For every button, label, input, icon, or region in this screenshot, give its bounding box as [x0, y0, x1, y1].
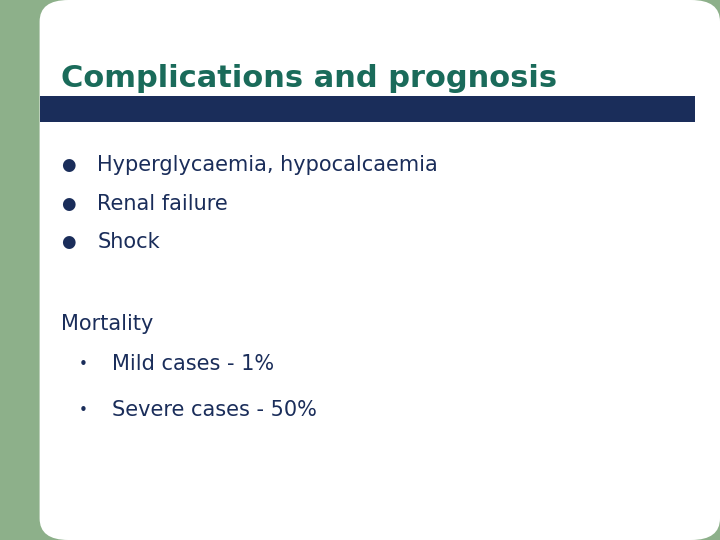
Text: Hyperglycaemia, hypocalcaemia: Hyperglycaemia, hypocalcaemia	[97, 154, 438, 175]
Text: Severe cases - 50%: Severe cases - 50%	[112, 400, 317, 421]
Text: •: •	[78, 403, 87, 418]
Text: Mild cases - 1%: Mild cases - 1%	[112, 354, 274, 375]
Text: •: •	[78, 357, 87, 372]
Bar	[40, 96, 695, 122]
Text: ●: ●	[61, 156, 76, 174]
FancyBboxPatch shape	[40, 0, 720, 540]
Text: Mortality: Mortality	[61, 314, 153, 334]
Text: ●: ●	[61, 233, 76, 252]
Text: ●: ●	[61, 194, 76, 213]
Text: Renal failure: Renal failure	[97, 193, 228, 214]
Text: Shock: Shock	[97, 232, 160, 253]
Text: Complications and prognosis: Complications and prognosis	[61, 64, 557, 93]
